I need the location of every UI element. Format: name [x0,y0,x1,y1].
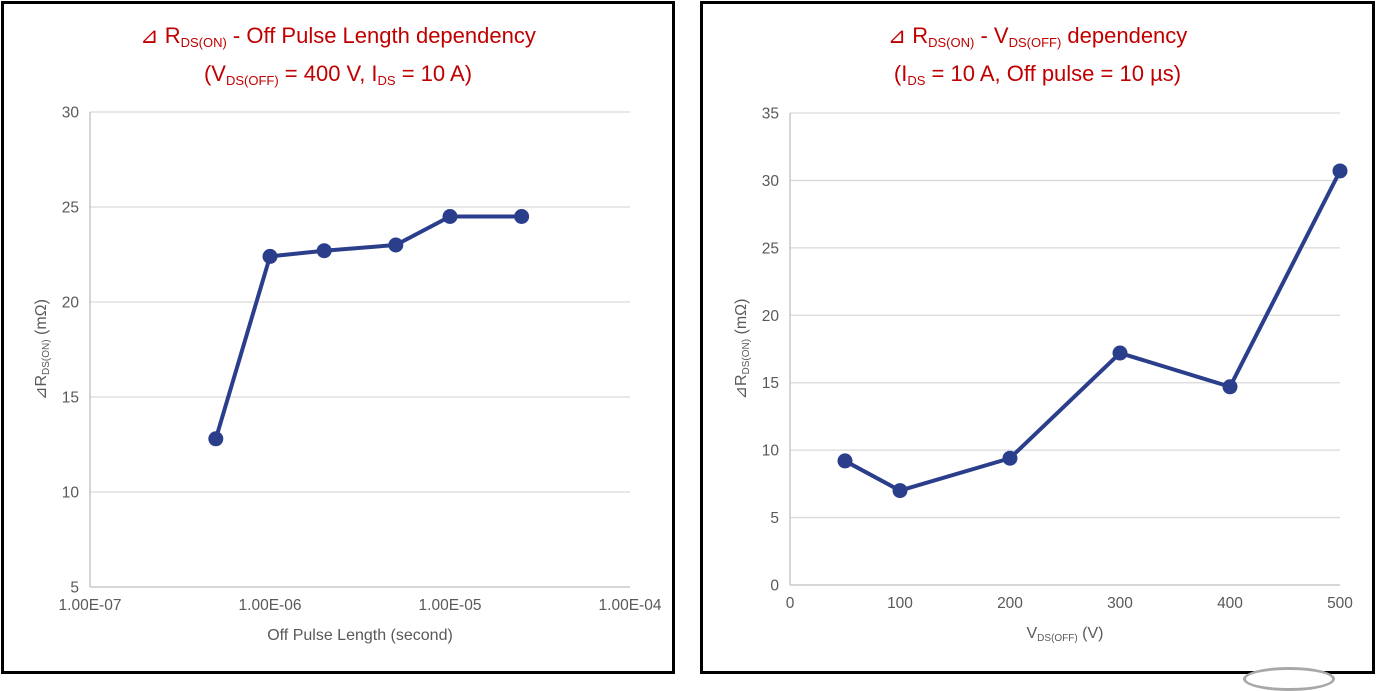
subscript-text: DS(OFF) [225,73,279,88]
data-point [442,209,458,224]
data-point [388,237,404,253]
text-segment: dependency [1061,23,1188,48]
data-point [262,248,278,264]
y-tick-label: 10 [762,443,780,460]
text-segment: (I [893,61,908,86]
chart-title: ⊿ RDS(ON) - Off Pulse Length dependency … [4,20,672,96]
subscript-text: DS(OFF) [1008,35,1062,50]
chart-title-line2: (IDS = 10 A, Off pulse = 10 µs) [703,58,1372,96]
y-tick-label: 20 [762,308,780,325]
text-segment: ⊿ R [887,23,929,48]
y-tick-label: 15 [762,375,779,392]
text-segment: (V [203,61,226,86]
data-point [837,453,853,469]
x-axis-title: VDS(OFF) (V) [1027,625,1104,644]
chart-title: ⊿ RDS(ON) - VDS(OFF) dependency (IDS = 1… [703,20,1372,96]
data-point [316,243,332,259]
chart-panel-vds-dependency: ⊿ RDS(ON) - VDS(OFF) dependency (IDS = 1… [700,1,1375,674]
data-point [1112,345,1128,361]
line-chart-vds-off: 0 5 10 15 20 25 30 35 0 100 200 300 400 500 VDS(OFF) (… [733,106,1353,645]
y-tick-label: 25 [62,200,79,217]
line-chart-off-pulse: 5 10 15 20 25 30 1.00E-07 1.00E-06 1.00E-05 1.00E… [33,105,662,645]
data-point [514,209,530,224]
y-axis-title: ⊿RDS(ON) (mΩ) [33,299,52,400]
subscript-text: DS [907,73,926,88]
y-tick-label: 5 [770,510,779,527]
text-segment: ⊿ R [140,23,181,48]
data-point [1332,163,1348,179]
x-tick-label: 0 [786,595,795,612]
text-segment: - Off Pulse Length dependency [226,23,536,48]
x-tick-label: 300 [1107,595,1133,612]
subscript-text: DS [377,73,396,88]
x-tick-label: 500 [1327,595,1353,612]
x-tick-label: 1.00E-05 [419,597,482,614]
x-tick-label: 1.00E-07 [59,597,122,614]
y-tick-label: 5 [70,580,79,597]
y-tick-label: 30 [762,173,780,190]
data-point [208,431,224,447]
subscript-text: DS(ON) [928,35,975,50]
text-segment: - V [974,23,1009,48]
corner-artifact-decoration [1243,667,1335,691]
x-tick-label: 400 [1217,595,1243,612]
y-axis-title: ⊿RDS(ON) (mΩ) [733,299,752,400]
y-tick-label: 30 [62,105,80,122]
data-point [1002,450,1018,466]
y-tick-label: 35 [762,106,779,123]
chart-title-line1: ⊿ RDS(ON) - Off Pulse Length dependency [4,20,672,58]
y-tick-label: 0 [770,578,779,595]
data-line [844,170,1342,493]
chart-panel-off-pulse-dependency: ⊿ RDS(ON) - Off Pulse Length dependency … [1,1,675,674]
data-point [892,483,908,499]
chart-title-line2: (VDS(OFF) = 400 V, IDS = 10 A) [4,58,672,96]
chart-title-line1: ⊿ RDS(ON) - VDS(OFF) dependency [703,20,1372,58]
x-tick-label: 1.00E-04 [599,597,662,614]
x-tick-label: 1.00E-06 [239,597,302,614]
x-axis-title: Off Pulse Length (second) [267,627,453,644]
data-point [1222,379,1238,395]
y-tick-label: 15 [62,390,79,407]
y-tick-label: 10 [62,485,80,502]
data-line [213,214,522,440]
y-tick-label: 20 [62,295,80,312]
y-tick-label: 25 [762,240,779,257]
x-tick-label: 200 [997,595,1023,612]
text-segment: = 400 V, I [278,61,378,86]
x-tick-label: 100 [887,595,913,612]
subscript-text: DS(ON) [180,35,227,50]
text-segment: = 10 A, Off pulse = 10 µs) [925,61,1182,86]
text-segment: = 10 A) [395,61,473,86]
